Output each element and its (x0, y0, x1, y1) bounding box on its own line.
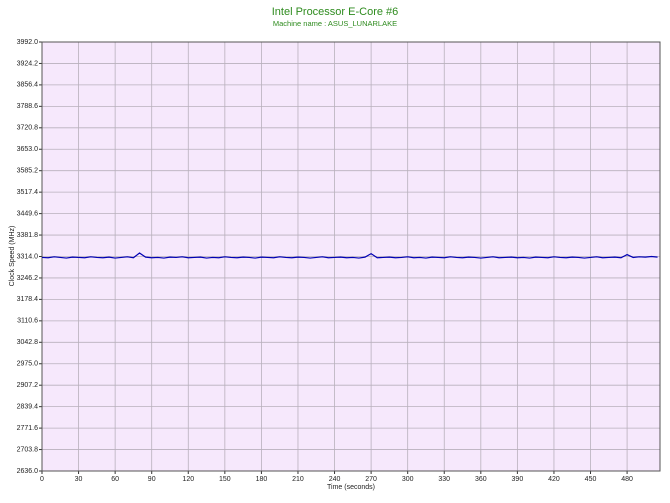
x-tick-label: 330 (438, 476, 450, 483)
x-axis-label: Time (seconds) (327, 484, 375, 491)
y-tick-label: 3246.2 (17, 275, 39, 282)
x-tick-label: 420 (548, 476, 560, 483)
y-tick-label: 3720.8 (17, 125, 39, 132)
x-tick-label: 390 (512, 476, 524, 483)
x-tick-label: 30 (75, 476, 83, 483)
y-tick-label: 3992.0 (17, 39, 39, 46)
x-tick-label: 180 (256, 476, 268, 483)
y-tick-label: 2703.8 (17, 446, 39, 453)
x-tick-label: 270 (365, 476, 377, 483)
y-tick-label: 3110.6 (17, 318, 38, 325)
y-tick-label: 2636.0 (17, 468, 39, 475)
chart-subtitle: Machine name : ASUS_LUNARLAKE (273, 19, 397, 28)
y-tick-label: 3449.6 (17, 210, 39, 217)
x-tick-label: 480 (621, 476, 633, 483)
plot-frame (41, 41, 661, 472)
y-tick-label: 3653.0 (17, 146, 39, 153)
x-tick-label: 240 (329, 476, 341, 483)
y-tick-label: 3042.8 (17, 339, 39, 346)
y-tick-label: 2771.6 (17, 425, 39, 432)
x-tick-label: 300 (402, 476, 414, 483)
y-tick-label: 3585.2 (17, 168, 39, 175)
y-tick-label: 2975.0 (17, 361, 39, 368)
x-tick-label: 0 (40, 476, 44, 483)
y-tick-label: 3314.0 (17, 253, 39, 260)
y-tick-label: 3856.4 (17, 82, 39, 89)
x-tick-label: 360 (475, 476, 487, 483)
y-tick-label: 3924.2 (17, 60, 39, 67)
y-tick-label: 2839.4 (17, 403, 39, 410)
y-axis-label: Clock Speed (MHz) (9, 226, 16, 287)
x-tick-label: 90 (148, 476, 156, 483)
x-tick-label: 120 (182, 476, 194, 483)
data-line (41, 252, 658, 259)
x-tick-label: 210 (292, 476, 304, 483)
y-tick-label: 2907.2 (17, 382, 39, 389)
chart-title: Intel Processor E-Core #6 (272, 6, 399, 18)
x-tick-label: 150 (219, 476, 231, 483)
y-tick-label: 3178.4 (17, 296, 39, 303)
y-tick-label: 3788.6 (17, 103, 39, 110)
y-tick-label: 3517.4 (17, 189, 39, 196)
x-tick-label: 60 (111, 476, 119, 483)
x-tick-label: 450 (585, 476, 597, 483)
y-tick-label: 3381.8 (17, 232, 39, 239)
